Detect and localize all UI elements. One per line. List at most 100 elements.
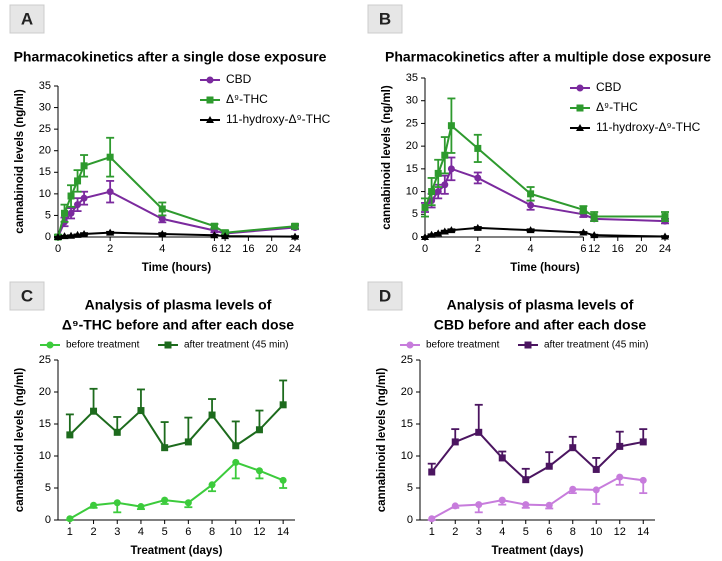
data-point: [569, 444, 577, 452]
x-tick-label: 12: [614, 526, 626, 538]
x-tick-label: 12: [588, 243, 600, 255]
series-line: [69, 404, 284, 449]
data-point: [106, 153, 114, 161]
data-point: [451, 438, 459, 446]
data-point: [428, 188, 436, 196]
x-axis-label: Treatment (days): [130, 545, 222, 557]
y-axis-label: cannabinoid levels (ng/ml): [14, 89, 26, 234]
y-tick-label: 25: [406, 117, 418, 129]
data-point: [291, 222, 299, 230]
legend-marker: [576, 84, 584, 92]
data-point: [498, 496, 506, 504]
legend-marker: [164, 341, 172, 349]
x-tick-label: 14: [637, 526, 649, 538]
data-point: [232, 442, 240, 450]
x-tick-label: 14: [277, 526, 289, 538]
data-point: [67, 231, 76, 239]
x-tick-label: 3: [114, 526, 120, 538]
y-tick-label: 35: [39, 80, 51, 92]
y-tick-label: 0: [45, 514, 51, 526]
data-point: [221, 232, 230, 240]
data-point: [434, 229, 443, 237]
x-tick-label: 16: [612, 243, 624, 255]
data-point: [80, 229, 89, 237]
data-point: [661, 213, 669, 221]
data-point: [158, 205, 166, 213]
data-point: [255, 426, 263, 434]
data-point: [616, 442, 624, 450]
legend-label: before treatment: [66, 340, 140, 351]
data-point: [137, 407, 145, 415]
x-tick-label: 10: [590, 526, 602, 538]
legend-label: 11-hydroxy-Δ⁹-THC: [596, 120, 701, 134]
data-point: [210, 222, 218, 230]
data-point: [498, 454, 506, 462]
legend-marker: [576, 104, 584, 112]
chart-title: Pharmacokinetics after a single dose exp…: [14, 49, 327, 65]
data-point: [80, 194, 88, 202]
data-point: [158, 229, 167, 237]
data-point: [158, 215, 166, 223]
x-tick-label: 2: [452, 526, 458, 538]
panel-label: A: [21, 9, 33, 28]
x-tick-label: 3: [476, 526, 482, 538]
chart-title: Analysis of plasma levels of: [447, 297, 634, 313]
data-point: [113, 499, 121, 507]
x-tick-label: 16: [242, 243, 254, 255]
data-point: [447, 226, 456, 234]
legend-marker: [46, 341, 54, 349]
data-point: [474, 144, 482, 152]
chart-title: Pharmacokinetics after a multiple dose e…: [385, 49, 711, 65]
legend-marker: [524, 341, 532, 349]
series-line: [424, 123, 665, 218]
x-tick-label: 5: [523, 526, 529, 538]
x-tick-label: 1: [429, 526, 435, 538]
legend-label: Δ⁹-THC: [226, 92, 268, 106]
series-line: [424, 226, 666, 238]
data-point: [80, 162, 88, 170]
series-line: [431, 476, 644, 520]
x-tick-label: 6: [546, 526, 552, 538]
data-point: [661, 232, 669, 240]
x-tick-label: 6: [580, 243, 586, 255]
error-bar: [184, 416, 193, 442]
data-point: [569, 485, 577, 493]
series-line: [57, 231, 296, 238]
data-point: [67, 209, 75, 217]
series-line: [69, 461, 284, 520]
data-point: [279, 476, 287, 484]
x-tick-label: 5: [162, 526, 168, 538]
error-bar: [136, 388, 145, 411]
x-tick-label: 2: [90, 526, 96, 538]
data-point: [90, 407, 98, 415]
data-point: [475, 501, 483, 509]
data-point: [161, 444, 169, 452]
y-tick-label: 30: [406, 95, 418, 107]
y-tick-label: 30: [39, 101, 51, 113]
legend-label: Δ⁹-THC: [596, 100, 638, 114]
data-point: [74, 177, 82, 185]
data-point: [434, 188, 442, 196]
series-line: [430, 431, 644, 481]
x-tick-label: 12: [219, 243, 231, 255]
panel-label: D: [379, 286, 391, 305]
data-point: [474, 174, 482, 182]
data-point: [67, 192, 75, 200]
data-point: [106, 188, 114, 196]
data-point: [579, 206, 587, 214]
panel-box: [9, 4, 45, 34]
legend-marker: [206, 116, 214, 123]
data-point: [66, 515, 74, 523]
y-tick-label: 15: [401, 418, 413, 430]
chart-title: Δ⁹-THC before and after each dose: [62, 317, 294, 333]
data-point: [74, 201, 82, 209]
data-point: [639, 438, 647, 446]
panel-box: [9, 281, 45, 311]
x-tick-label: 2: [107, 243, 113, 255]
y-tick-label: 20: [401, 386, 413, 398]
y-tick-label: 25: [39, 123, 51, 135]
data-point: [441, 151, 449, 159]
y-axis-label: cannabinoid levels (ng/ml): [376, 368, 388, 513]
data-point: [428, 468, 436, 476]
